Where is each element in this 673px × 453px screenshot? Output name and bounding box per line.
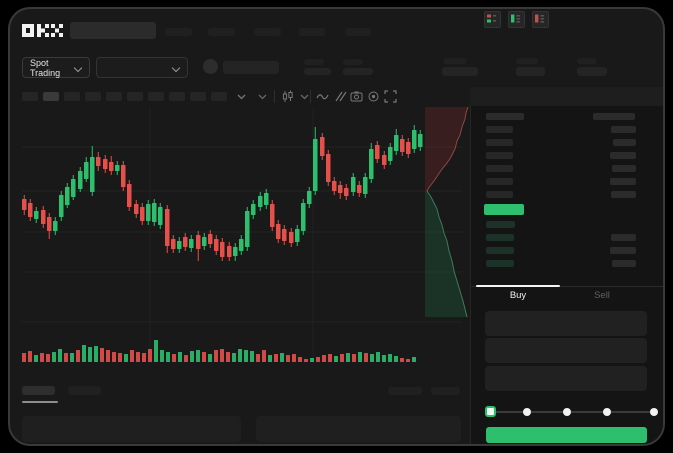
timeframe-button-1[interactable] bbox=[22, 92, 38, 101]
toolbar-divider bbox=[310, 90, 311, 103]
ticker-stat-value-3 bbox=[577, 67, 607, 76]
chevron-down-icon bbox=[173, 64, 180, 71]
okx-logo-icon bbox=[22, 24, 63, 37]
stat-value-a bbox=[304, 68, 331, 75]
bid-row-price[interactable] bbox=[486, 260, 514, 267]
ask-row-size bbox=[610, 178, 636, 185]
compare-icon[interactable] bbox=[332, 89, 347, 104]
timeframe-button-10[interactable] bbox=[211, 92, 227, 101]
bid-row-price[interactable] bbox=[486, 221, 515, 228]
slider-stop-100[interactable] bbox=[650, 408, 658, 416]
fullscreen-icon[interactable] bbox=[383, 89, 398, 104]
order-price-field[interactable] bbox=[485, 311, 647, 336]
ask-row-price[interactable] bbox=[486, 191, 513, 198]
app-window: Spot Trading bbox=[10, 9, 663, 444]
timeframe-button-8[interactable] bbox=[169, 92, 185, 101]
pair-selector[interactable] bbox=[96, 57, 188, 78]
slider-stop-75[interactable] bbox=[603, 408, 611, 416]
bid-row-price[interactable] bbox=[486, 234, 514, 241]
market-type-label: Spot Trading bbox=[30, 57, 61, 78]
orderbook-view-bids-icon[interactable] bbox=[508, 11, 525, 28]
ticker-stat-label-3 bbox=[577, 58, 597, 64]
tab-divider bbox=[471, 286, 663, 287]
nav-item-1[interactable] bbox=[165, 28, 192, 36]
stat-label-a bbox=[304, 59, 324, 65]
bid-row-price[interactable] bbox=[486, 247, 514, 254]
ask-row-price[interactable] bbox=[486, 178, 513, 185]
tab-buy[interactable]: Buy bbox=[509, 290, 527, 301]
ask-row-size bbox=[612, 165, 636, 172]
order-total-field[interactable] bbox=[485, 366, 647, 391]
bottom-tab-2[interactable] bbox=[68, 386, 101, 395]
bottom-action-2[interactable] bbox=[431, 387, 460, 395]
timeframe-button-3[interactable] bbox=[64, 92, 80, 101]
okx-logo bbox=[22, 24, 64, 37]
pair-title-placeholder bbox=[223, 61, 279, 74]
nav-item-5[interactable] bbox=[345, 28, 371, 36]
coin-avatar bbox=[203, 59, 218, 74]
slider-handle[interactable] bbox=[485, 406, 496, 417]
bottom-panel-left[interactable] bbox=[22, 416, 241, 442]
bottom-tab-active[interactable] bbox=[22, 386, 55, 395]
amount-slider-track[interactable] bbox=[489, 411, 656, 413]
ask-row-price[interactable] bbox=[486, 152, 513, 159]
candle-style-icon[interactable] bbox=[280, 89, 295, 104]
timeframe-button-4[interactable] bbox=[85, 92, 101, 101]
ask-row-price[interactable] bbox=[486, 139, 513, 146]
timeframe-button-9[interactable] bbox=[190, 92, 206, 101]
bid-row-size bbox=[611, 234, 636, 241]
stat-label-b bbox=[343, 59, 363, 65]
ticker-stat-label-1 bbox=[443, 58, 467, 64]
screenshot-camera-icon[interactable] bbox=[349, 89, 364, 104]
toolbar-divider bbox=[274, 90, 275, 103]
ask-row-size bbox=[613, 139, 636, 146]
timeframe-button-6[interactable] bbox=[127, 92, 143, 101]
ask-row-price[interactable] bbox=[486, 126, 513, 133]
bid-row-size bbox=[610, 247, 636, 254]
ask-row-price[interactable] bbox=[486, 165, 513, 172]
last-price-badge[interactable] bbox=[484, 204, 524, 215]
search-input[interactable] bbox=[70, 22, 156, 39]
nav-item-4[interactable] bbox=[299, 28, 325, 36]
indicator-line-icon[interactable] bbox=[315, 89, 330, 104]
orderbook-header-left bbox=[486, 113, 524, 120]
ticker-stat-value-1 bbox=[442, 67, 478, 76]
ask-row-size bbox=[611, 191, 636, 198]
ticker-stat-label-2 bbox=[516, 58, 538, 64]
orderbook-view-both-icon[interactable] bbox=[484, 11, 501, 28]
stat-value-b bbox=[343, 68, 373, 75]
bottom-tab-underline bbox=[22, 401, 58, 403]
ask-row-size bbox=[611, 126, 636, 133]
candle-style-chevron-icon[interactable] bbox=[297, 89, 312, 104]
orderbook-header-right bbox=[593, 113, 635, 120]
slider-stop-25[interactable] bbox=[523, 408, 531, 416]
timeframe-button-5[interactable] bbox=[106, 92, 122, 101]
bottom-action-1[interactable] bbox=[388, 387, 422, 395]
settings-gear-icon[interactable] bbox=[366, 89, 381, 104]
buy-submit-button[interactable] bbox=[486, 427, 647, 443]
chart-dropdown-icon[interactable] bbox=[255, 89, 270, 104]
chevron-down-icon bbox=[75, 64, 82, 71]
buy-tab-indicator bbox=[476, 285, 560, 287]
bid-row-size bbox=[612, 260, 636, 267]
slider-stop-50[interactable] bbox=[563, 408, 571, 416]
tab-sell[interactable]: Sell bbox=[594, 290, 610, 301]
orderbook-view-asks-icon[interactable] bbox=[532, 11, 549, 28]
timeframe-more-dropdown-icon[interactable] bbox=[234, 89, 249, 104]
nav-item-3[interactable] bbox=[254, 28, 281, 36]
order-amount-field[interactable] bbox=[485, 338, 647, 363]
ask-row-size bbox=[610, 152, 636, 159]
nav-item-2[interactable] bbox=[208, 28, 235, 36]
orderbook-view-toolbar bbox=[470, 87, 663, 106]
timeframe-button-7[interactable] bbox=[148, 92, 164, 101]
ticker-stat-value-2 bbox=[516, 67, 545, 76]
market-type-selector[interactable]: Spot Trading bbox=[22, 57, 90, 78]
bottom-panel-right[interactable] bbox=[256, 416, 461, 442]
timeframe-button-2-active[interactable] bbox=[43, 92, 59, 101]
